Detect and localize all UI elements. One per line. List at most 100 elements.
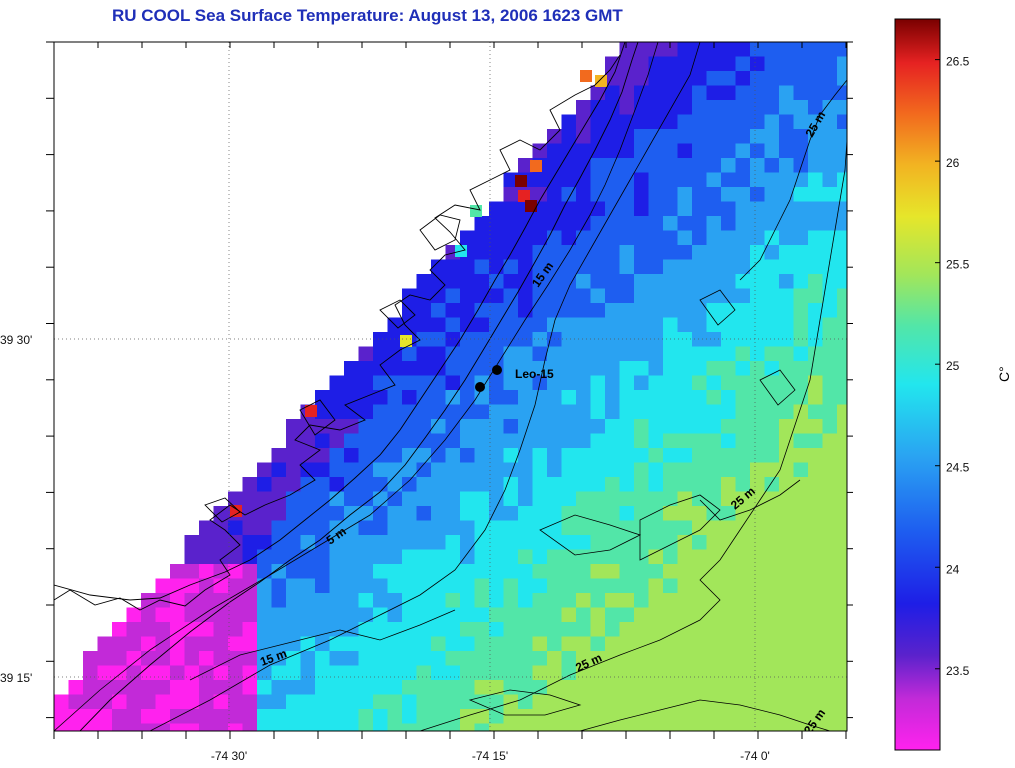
- sst-cell: [416, 593, 432, 608]
- sst-cell: [764, 216, 780, 231]
- sst-cell: [764, 723, 780, 731]
- sst-cell: [808, 448, 823, 463]
- sst-cell: [677, 404, 693, 420]
- sst-cell: [387, 506, 403, 521]
- sst-cell: [634, 593, 649, 608]
- sst-cell: [460, 259, 475, 275]
- sst-cell: [735, 288, 751, 304]
- sst-cell: [808, 346, 823, 362]
- sst-cell: [692, 564, 707, 579]
- sst-cell: [663, 419, 678, 434]
- sst-cell: [793, 259, 809, 275]
- sst-cell: [373, 593, 388, 608]
- sst-cell: [300, 694, 316, 710]
- sst-cell: [735, 593, 751, 608]
- sst-cell: [779, 651, 794, 666]
- sst-cell: [634, 143, 649, 159]
- sst-cell: [721, 346, 736, 362]
- sst-cell: [460, 332, 475, 347]
- sst-cell: [648, 593, 664, 608]
- sst-cell: [721, 433, 736, 449]
- sst-cell: [677, 332, 693, 347]
- sst-cell: [474, 680, 490, 695]
- sst-cell: [532, 404, 548, 420]
- sst-cell: [750, 143, 765, 159]
- sst-cell: [344, 578, 359, 594]
- sst-cell: [590, 288, 606, 304]
- sst-cell: [489, 346, 504, 362]
- sst-cell: [547, 564, 562, 579]
- sst-cell: [793, 201, 809, 217]
- sst-cell: [648, 172, 664, 188]
- sst-cell: [213, 593, 229, 608]
- sst-cell: [634, 477, 649, 492]
- sst-cell: [822, 593, 838, 608]
- sst-cell: [518, 390, 533, 405]
- sst-cell: [619, 448, 635, 463]
- sst-cell: [605, 201, 620, 217]
- sst-cell: [750, 607, 765, 623]
- sst-cell: [329, 665, 345, 681]
- sst-cell: [489, 549, 504, 565]
- sst-cell: [547, 419, 562, 434]
- sst-cell: [387, 549, 403, 565]
- sst-cell: [663, 361, 678, 376]
- bathymetry-contours: [54, 42, 847, 731]
- sst-cell: [242, 636, 258, 652]
- sst-cell: [634, 230, 649, 246]
- sst-cell: [706, 535, 722, 550]
- sst-cell: [837, 651, 847, 666]
- sst-cell: [576, 361, 591, 376]
- sst-cell: [68, 723, 84, 731]
- sst-cell: [793, 709, 809, 724]
- sst-cell: [300, 462, 316, 478]
- sst-cell: [532, 143, 548, 159]
- sst-cell: [822, 56, 838, 72]
- sst-cell: [764, 462, 780, 478]
- sst-cell: [329, 419, 345, 434]
- sst-cell: [605, 593, 620, 608]
- sst-cell: [692, 129, 707, 144]
- sst-cell: [648, 375, 664, 391]
- sst-cell: [489, 274, 504, 289]
- sst-cell: [793, 172, 809, 188]
- sst-cell: [663, 158, 678, 173]
- sst-cell: [764, 404, 780, 420]
- sst-cell: [561, 361, 577, 376]
- sst-cell: [721, 216, 736, 231]
- sst-cell: [822, 259, 838, 275]
- sst-cell: [663, 143, 678, 159]
- sst-cell: [837, 332, 847, 347]
- sst-cell: [692, 375, 707, 391]
- leo15-node-marker: [475, 382, 485, 392]
- sst-cell: [141, 694, 156, 710]
- sst-cell: [677, 419, 693, 434]
- sst-cell: [445, 549, 461, 565]
- sst-cell: [764, 694, 780, 710]
- sst-cell: [112, 651, 127, 666]
- sst-cell: [750, 361, 765, 376]
- sst-cell: [184, 680, 200, 695]
- sst-cell: [126, 651, 142, 666]
- sst-cell: [822, 114, 838, 130]
- sst-cell: [416, 346, 432, 362]
- sst-cell: [735, 390, 751, 405]
- sst-cell: [634, 636, 649, 652]
- sst-cell: [619, 158, 635, 173]
- sst-cell: [503, 462, 519, 478]
- sst-cell: [402, 288, 417, 304]
- sst-cell: [416, 491, 432, 507]
- contour-25m: [579, 699, 831, 731]
- sst-cell: [518, 723, 533, 731]
- sst-cell: [706, 158, 722, 173]
- sst-cell: [431, 520, 446, 536]
- sst-cell: [648, 477, 664, 492]
- sst-cell: [764, 71, 780, 86]
- sst-cell: [808, 172, 823, 188]
- sst-cell: [735, 187, 751, 202]
- bay-outline: [419, 214, 461, 251]
- sst-cell: [648, 419, 664, 434]
- sst-cell: [474, 346, 490, 362]
- sst-cell: [416, 651, 432, 666]
- sst-cell: [605, 245, 620, 260]
